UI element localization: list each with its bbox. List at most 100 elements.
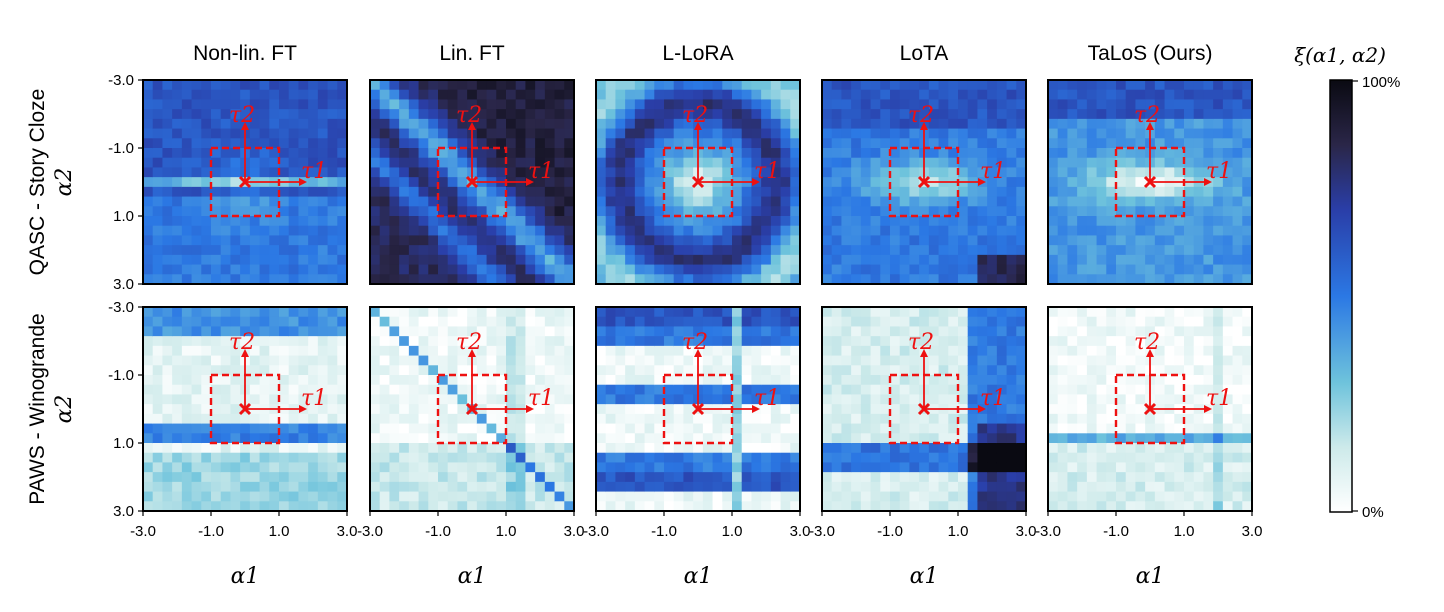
heatmap-cell bbox=[288, 375, 300, 386]
heatmap-cell bbox=[870, 99, 881, 110]
heatmap-cell bbox=[1232, 245, 1243, 256]
heatmap-cell bbox=[486, 491, 497, 502]
heatmap-cell bbox=[337, 216, 348, 227]
heatmap-cell bbox=[1135, 423, 1146, 434]
heatmap-cell bbox=[240, 186, 251, 198]
heatmap-cell bbox=[1067, 89, 1078, 101]
heatmap-cell bbox=[506, 433, 517, 444]
heatmap-cell bbox=[890, 316, 901, 328]
heatmap-cell bbox=[1242, 404, 1253, 415]
heatmap-cell bbox=[389, 157, 400, 169]
heatmap-cell bbox=[457, 80, 468, 91]
heatmap-cell bbox=[1106, 307, 1117, 318]
heatmap-cell bbox=[860, 274, 872, 285]
heatmap-cell bbox=[831, 89, 843, 101]
heatmap-cell bbox=[418, 206, 429, 217]
heatmap-cell bbox=[379, 80, 391, 91]
heatmap-cell bbox=[370, 186, 381, 198]
heatmap-cell bbox=[515, 345, 527, 357]
heatmap-cell bbox=[722, 481, 733, 493]
heatmap-cell bbox=[1006, 245, 1017, 256]
heatmap-cell bbox=[1116, 423, 1127, 434]
heatmap-cell bbox=[1006, 167, 1017, 178]
heatmap-cell bbox=[515, 481, 527, 493]
heatmap-cell bbox=[457, 472, 468, 483]
heatmap-cell bbox=[928, 196, 940, 207]
heatmap-cell bbox=[1174, 128, 1185, 139]
heatmap-cell bbox=[909, 235, 920, 246]
heatmap-cell bbox=[1067, 225, 1078, 237]
heatmap-cell bbox=[722, 148, 733, 159]
heatmap-cell bbox=[220, 245, 232, 256]
heatmap-cell bbox=[457, 99, 468, 110]
heatmap-cell bbox=[1086, 225, 1098, 237]
heatmap-cell bbox=[958, 196, 969, 207]
heatmap-cell bbox=[240, 245, 251, 256]
heatmap-cell bbox=[1067, 365, 1078, 376]
panel-frame bbox=[821, 79, 1027, 285]
heatmap-cell bbox=[1116, 452, 1127, 464]
heatmap-cell bbox=[525, 89, 536, 101]
heatmap-cell bbox=[919, 216, 930, 227]
heatmap-cell bbox=[928, 80, 940, 91]
heatmap-cell bbox=[418, 384, 429, 396]
heatmap-cell bbox=[977, 413, 988, 425]
heatmap-cell bbox=[770, 196, 782, 207]
heatmap-cell bbox=[408, 206, 420, 217]
heatmap-cell bbox=[399, 443, 410, 454]
heatmap-cell bbox=[880, 375, 891, 386]
heatmap-cell bbox=[564, 177, 575, 188]
heatmap-cell bbox=[379, 491, 391, 502]
heatmap-cell bbox=[418, 225, 429, 237]
heatmap-cell bbox=[162, 235, 173, 246]
origin-marker bbox=[691, 175, 705, 189]
heatmap-cell bbox=[564, 443, 575, 454]
heatmap-cell bbox=[654, 206, 665, 217]
heatmap-cell bbox=[615, 138, 626, 149]
heatmap-cell bbox=[1154, 167, 1166, 178]
heatmap-cell bbox=[399, 186, 410, 198]
heatmap-cell bbox=[476, 491, 488, 502]
heatmap-cell bbox=[1006, 274, 1017, 285]
heatmap-cell bbox=[880, 384, 891, 396]
heatmap-cell bbox=[1016, 326, 1027, 337]
heatmap-cell bbox=[544, 433, 556, 444]
heatmap-cell bbox=[317, 316, 329, 328]
heatmap-cell bbox=[712, 89, 723, 101]
heatmap-cell bbox=[1242, 148, 1253, 159]
heatmap-cell bbox=[1222, 326, 1234, 337]
heatmap-cell bbox=[1193, 394, 1205, 405]
heatmap-cell bbox=[515, 394, 527, 405]
heatmap-cell bbox=[535, 336, 546, 347]
heatmap-cell bbox=[1016, 423, 1027, 434]
heatmap-cell bbox=[486, 157, 497, 169]
heatmap-cell bbox=[770, 481, 782, 493]
heatmap-cell bbox=[496, 384, 507, 396]
heatmap-cell bbox=[152, 216, 164, 227]
heatmap-cell bbox=[1184, 423, 1195, 434]
heatmap-cell bbox=[1086, 138, 1098, 149]
heatmap-cell bbox=[249, 365, 261, 376]
heatmap-cell bbox=[428, 177, 439, 188]
heatmap-cell bbox=[564, 138, 575, 149]
heatmap-cell bbox=[948, 206, 959, 217]
heatmap-cell bbox=[1067, 472, 1078, 483]
heatmap-cell bbox=[732, 109, 743, 120]
heatmap-cell bbox=[928, 443, 940, 454]
heatmap-cell bbox=[1106, 245, 1117, 256]
heatmap-cell bbox=[544, 99, 556, 110]
heatmap-cell bbox=[780, 481, 791, 493]
heatmap-cell bbox=[1116, 235, 1127, 246]
heatmap-cell bbox=[389, 491, 400, 502]
heatmap-cell bbox=[880, 394, 891, 405]
heatmap-cell bbox=[230, 80, 241, 91]
heatmap-cell bbox=[279, 128, 290, 139]
heatmap-cell bbox=[615, 326, 626, 337]
heatmap-cell bbox=[438, 148, 449, 159]
heatmap-cell bbox=[506, 355, 517, 366]
heatmap-cell bbox=[605, 336, 617, 347]
heatmap-cell bbox=[564, 235, 575, 246]
heatmap-cell bbox=[751, 443, 762, 454]
heatmap-cell bbox=[1048, 384, 1059, 396]
heatmap-cell bbox=[967, 118, 979, 130]
